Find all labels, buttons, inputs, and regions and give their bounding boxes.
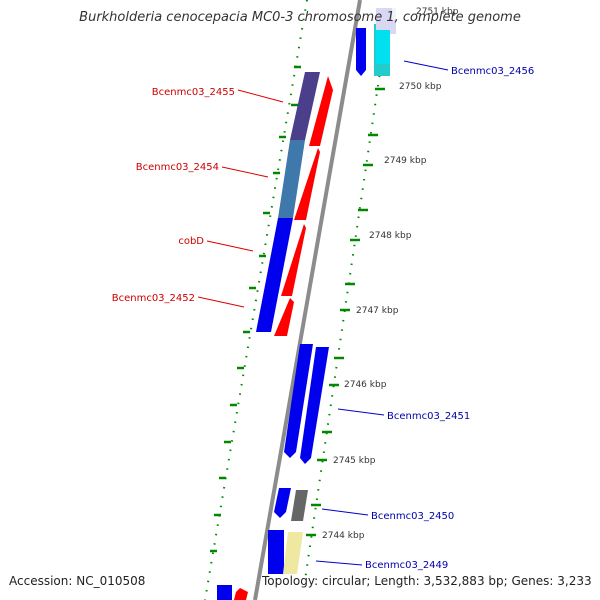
- gene-label-left[interactable]: Bcenmc03_2455: [152, 87, 235, 98]
- gene-Bcenmc03_2451-a: [284, 344, 313, 458]
- accession-text: Accession: NC_010508: [9, 574, 146, 588]
- ruler-label: 2748 kbp: [369, 231, 412, 241]
- gene-red-2: [294, 148, 320, 220]
- gene-Bcenmc03_2451-b: [300, 347, 329, 464]
- gene-block-cyan-top: [376, 30, 390, 64]
- gene-red-3: [281, 224, 306, 296]
- gene-Bcenmc03_2449-a: [268, 530, 284, 574]
- gene-Bcenmc03_2455: [290, 72, 320, 140]
- ruler-label: 2751 kbp: [416, 7, 459, 17]
- gene-Bcenmc03_2450-b: [291, 490, 308, 521]
- gene-label-left[interactable]: Bcenmc03_2452: [112, 293, 195, 304]
- backbone-track: [253, 0, 362, 600]
- gene-Bcenmc03_2454: [278, 140, 305, 218]
- ruler-label: 2746 kbp: [344, 380, 387, 390]
- gene-Bcenmc03_2449-b: [283, 532, 303, 574]
- topology-text: Topology: circular; Length: 3,532,883 bp…: [262, 574, 592, 588]
- gene-label-right[interactable]: Bcenmc03_2449: [365, 560, 448, 571]
- ruler-label: 2749 kbp: [384, 156, 427, 166]
- ruler-label: 2750 kbp: [399, 82, 442, 92]
- gene-bottom-blue: [217, 585, 232, 600]
- ruler-label: 2747 kbp: [356, 306, 399, 316]
- gene-block-blue-top: [356, 28, 366, 76]
- gene-block-lavender: [376, 8, 396, 34]
- gene-label-right[interactable]: Bcenmc03_2456: [451, 66, 534, 77]
- left-ring-ticks: [210, 65, 301, 553]
- left-leaders: [197, 89, 284, 308]
- gene-cobD: [256, 218, 293, 332]
- gene-red-4: [274, 298, 294, 336]
- map-title: Burkholderia cenocepacia MC0-3 chromosom…: [79, 10, 521, 25]
- gene-bottom-red: [234, 588, 248, 600]
- gene-label-left[interactable]: cobD: [178, 236, 204, 247]
- gene-Bcenmc03_2450-a: [274, 488, 291, 518]
- outer-ring-left: [204, 0, 308, 600]
- label-mask-top: [392, 4, 464, 20]
- gene-label-right[interactable]: Bcenmc03_2450: [371, 511, 454, 522]
- right-leaders: [315, 60, 449, 566]
- ruler-label: 2744 kbp: [322, 531, 365, 541]
- ruler-label: 2745 kbp: [333, 456, 376, 466]
- gene-label-right[interactable]: Bcenmc03_2451: [387, 411, 470, 422]
- gene-label-left[interactable]: Bcenmc03_2454: [136, 162, 219, 173]
- gene-red-1: [309, 76, 333, 146]
- right-ring-ticks: [306, 87, 385, 537]
- outer-ring-right: [304, 37, 386, 581]
